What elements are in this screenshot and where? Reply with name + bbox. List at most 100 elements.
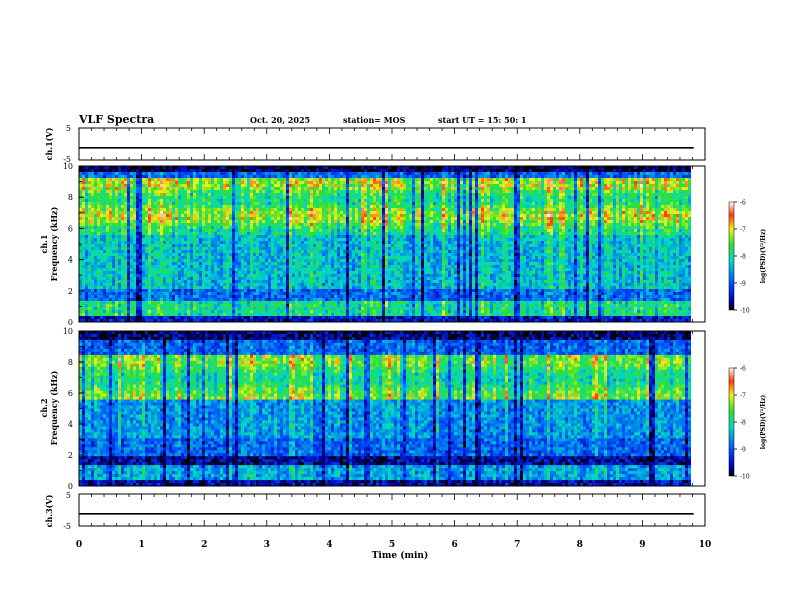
spectrogram-cell <box>127 202 131 206</box>
spectrogram-cell <box>232 250 236 254</box>
spectrogram-cell <box>115 178 119 182</box>
spectrogram-cell <box>361 268 365 272</box>
spectrogram-cell <box>364 205 368 209</box>
spectrogram-cell <box>346 196 350 200</box>
spectrogram-cell <box>130 193 134 197</box>
spectrogram-cell <box>178 262 182 266</box>
spectrogram-cell <box>229 229 233 233</box>
spectrogram-cell <box>355 181 359 185</box>
spectrogram-cell <box>310 247 314 251</box>
spectrogram-cell <box>178 307 182 311</box>
spectrogram-cell <box>193 178 197 182</box>
spectrogram-cell <box>295 205 299 209</box>
spectrogram-cell <box>295 304 299 308</box>
spectrogram-cell <box>121 238 125 242</box>
spectrogram-cell <box>145 250 149 254</box>
spectrogram-cell <box>331 313 335 317</box>
spectrogram-cell <box>361 217 365 221</box>
spectrogram-cell <box>115 271 119 275</box>
spectrogram-cell <box>142 250 146 254</box>
spectrogram-cell <box>148 313 152 317</box>
spectrogram-cell <box>280 280 284 284</box>
spectrogram-cell <box>226 169 230 173</box>
spectrogram-cell <box>232 268 236 272</box>
spectrogram-cell <box>145 202 149 206</box>
spectrogram-cell <box>211 319 215 323</box>
spectrogram-cell <box>214 217 218 221</box>
spectrogram-cell <box>301 226 305 230</box>
spectrogram-cell <box>121 181 125 185</box>
spectrogram-cell <box>346 301 350 305</box>
spectrogram-cell <box>94 223 98 227</box>
spectrogram-cell <box>178 244 182 248</box>
spectrogram-cell <box>247 304 251 308</box>
spectrogram-cell <box>286 172 290 176</box>
spectrogram-cell <box>151 193 155 197</box>
spectrogram-cell <box>286 211 290 215</box>
spectrogram-cell <box>253 190 257 194</box>
spectrogram-cell <box>244 172 248 176</box>
spectrogram-cell <box>256 262 260 266</box>
spectrogram-cell <box>85 316 89 320</box>
spectrogram-cell <box>343 238 347 242</box>
spectrogram-cell <box>328 277 332 281</box>
spectrogram-cell <box>337 217 341 221</box>
spectrogram-cell <box>268 199 272 203</box>
spectrogram-cell <box>148 250 152 254</box>
spectrogram-cell <box>340 316 344 320</box>
spectrogram-cell <box>232 235 236 239</box>
spectrogram-cell <box>151 256 155 260</box>
spectrogram-cell <box>169 169 173 173</box>
spectrogram-cell <box>181 190 185 194</box>
spectrogram-cell <box>115 286 119 290</box>
spectrogram-cell <box>181 283 185 287</box>
spectrogram-cell <box>178 229 182 233</box>
spectrogram-cell <box>250 193 254 197</box>
spectrogram-cell <box>310 196 314 200</box>
spectrogram-cell <box>85 304 89 308</box>
spectrogram-cell <box>121 256 125 260</box>
spectrogram-cell <box>265 196 269 200</box>
spectrogram-cell <box>334 274 338 278</box>
spectrogram-cell <box>94 220 98 224</box>
spectrogram-cell <box>325 247 329 251</box>
spectrogram-cell <box>115 205 119 209</box>
spectrogram-cell <box>178 319 182 323</box>
spectrogram-cell <box>121 259 125 263</box>
spectrogram-cell <box>157 241 161 245</box>
spectrogram-cell <box>94 199 98 203</box>
spectrogram-cell <box>349 316 353 320</box>
spectrogram-cell <box>115 301 119 305</box>
spectrogram-cell <box>292 193 296 197</box>
spectrogram-cell <box>295 313 299 317</box>
spectrogram-cell <box>259 283 263 287</box>
spectrogram-cell <box>259 169 263 173</box>
spectrogram-cell <box>310 316 314 320</box>
spectrogram-cell <box>151 283 155 287</box>
spectrogram-cell <box>241 214 245 218</box>
spectrogram-cell <box>298 172 302 176</box>
spectrogram-cell <box>292 169 296 173</box>
spectrogram-cell <box>262 286 266 290</box>
spectrogram-cell <box>313 292 317 296</box>
spectrogram-cell <box>88 235 92 239</box>
spectrogram-cell <box>82 169 86 173</box>
spectrogram-cell <box>157 232 161 236</box>
spectrogram-cell <box>316 232 320 236</box>
spectrogram-cell <box>274 190 278 194</box>
spectrogram-cell <box>337 259 341 263</box>
spectrogram-cell <box>130 208 134 212</box>
spectrogram-cell <box>181 226 185 230</box>
spectrogram-cell <box>142 247 146 251</box>
spectrogram-cell <box>322 190 326 194</box>
spectrogram-cell <box>277 166 281 170</box>
spectrogram-cell <box>232 310 236 314</box>
spectrogram-cell <box>115 172 119 176</box>
spectrogram-cell <box>94 202 98 206</box>
spectrogram-cell <box>241 250 245 254</box>
spectrogram-cell <box>109 247 113 251</box>
spectrogram-cell <box>286 292 290 296</box>
spectrogram-cell <box>262 175 266 179</box>
spectrogram-cell <box>274 193 278 197</box>
spectrogram-cell <box>229 244 233 248</box>
